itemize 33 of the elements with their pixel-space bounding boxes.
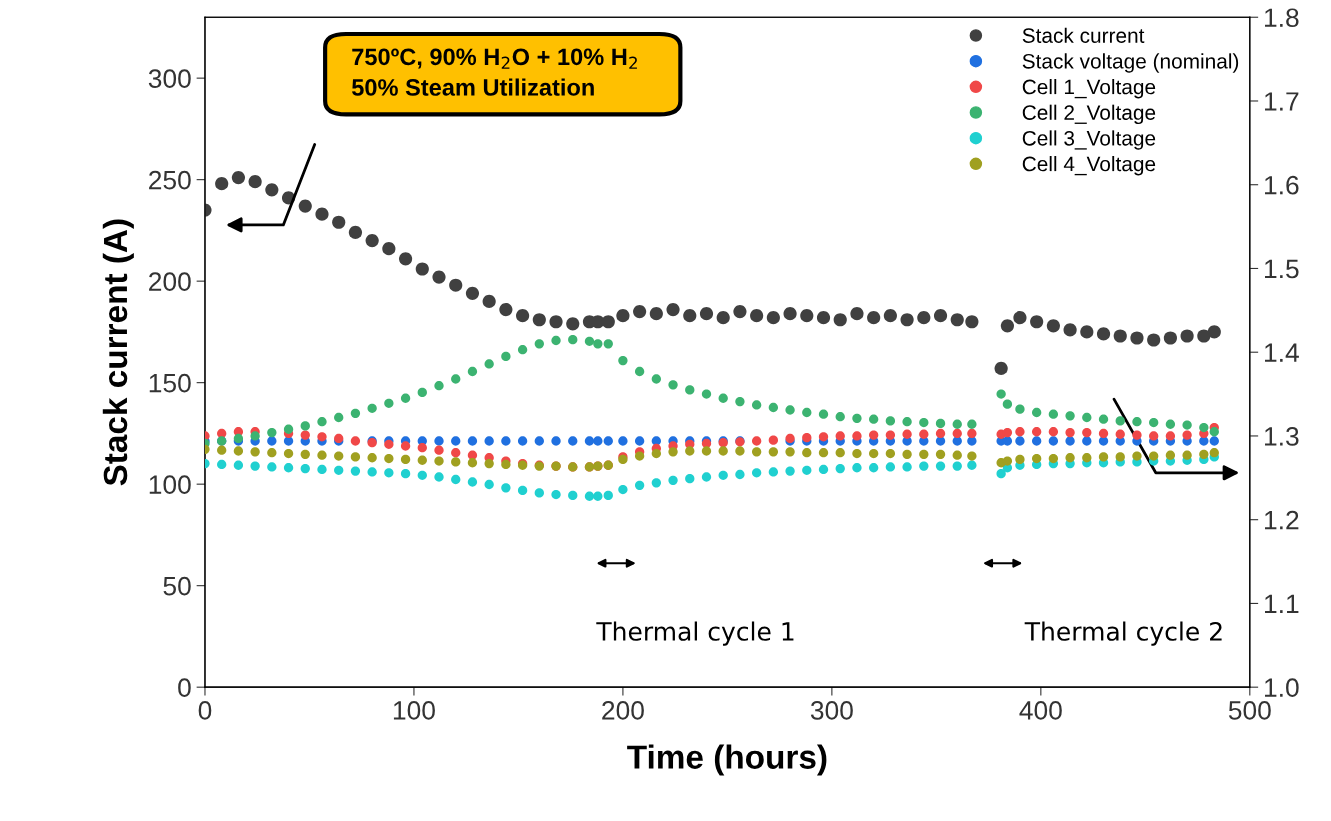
legend-label: Cell 4_Voltage	[1022, 156, 1156, 176]
y2-tick-label: 1.7	[1265, 92, 1299, 111]
y2-tick-label: 1.3	[1265, 427, 1299, 446]
y2-tick-label: 1.4	[1265, 343, 1299, 362]
legend-label: Cell 3_Voltage	[1022, 130, 1156, 150]
y-tick-label: 100	[149, 475, 191, 494]
annotation: Thermal cycle 1	[596, 621, 794, 646]
text: 750ºC, 90% H$_{2}$O + 10% H$_{2}$ 50% Steam Utilization	[351, 48, 637, 96]
x-tick-label: 0	[198, 701, 212, 720]
x-tick-label: 400	[1019, 701, 1062, 720]
y-axis-title: Stack current (A)	[102, 219, 134, 486]
y2-tick-label: 1.0	[1265, 678, 1299, 697]
annotation: Thermal cycle 2	[1024, 621, 1222, 646]
legend-label: Cell 2_Voltage	[1022, 104, 1156, 125]
y-tick-label: 0	[178, 678, 191, 697]
y-tick-label: 50	[163, 576, 191, 596]
y-tick-label: 200	[149, 272, 191, 291]
y-tick-label: 300	[148, 69, 191, 88]
y-tick-label: 150	[149, 373, 191, 393]
legend-label: Stack current	[1022, 27, 1145, 43]
legend-label: Stack voltage (nominal)	[1022, 53, 1239, 73]
y2-tick-label: 1.5	[1265, 259, 1299, 279]
y2-tick-label: 1.6	[1265, 175, 1299, 195]
x-axis-title: Time (hours)	[627, 744, 827, 776]
x-tick-label: 300	[810, 701, 853, 720]
legend-label: Cell 1_Voltage	[1022, 79, 1156, 99]
y2-tick-label: 1.2	[1265, 510, 1299, 530]
y-tick-label: 250	[149, 170, 191, 190]
y2-tick-label: 1.1	[1265, 594, 1299, 613]
x-tick-label: 100	[393, 701, 435, 720]
x-tick-label: 200	[602, 701, 644, 720]
y2-tick-label: 1.8	[1265, 8, 1299, 28]
x-tick-label: 500	[1228, 701, 1271, 720]
